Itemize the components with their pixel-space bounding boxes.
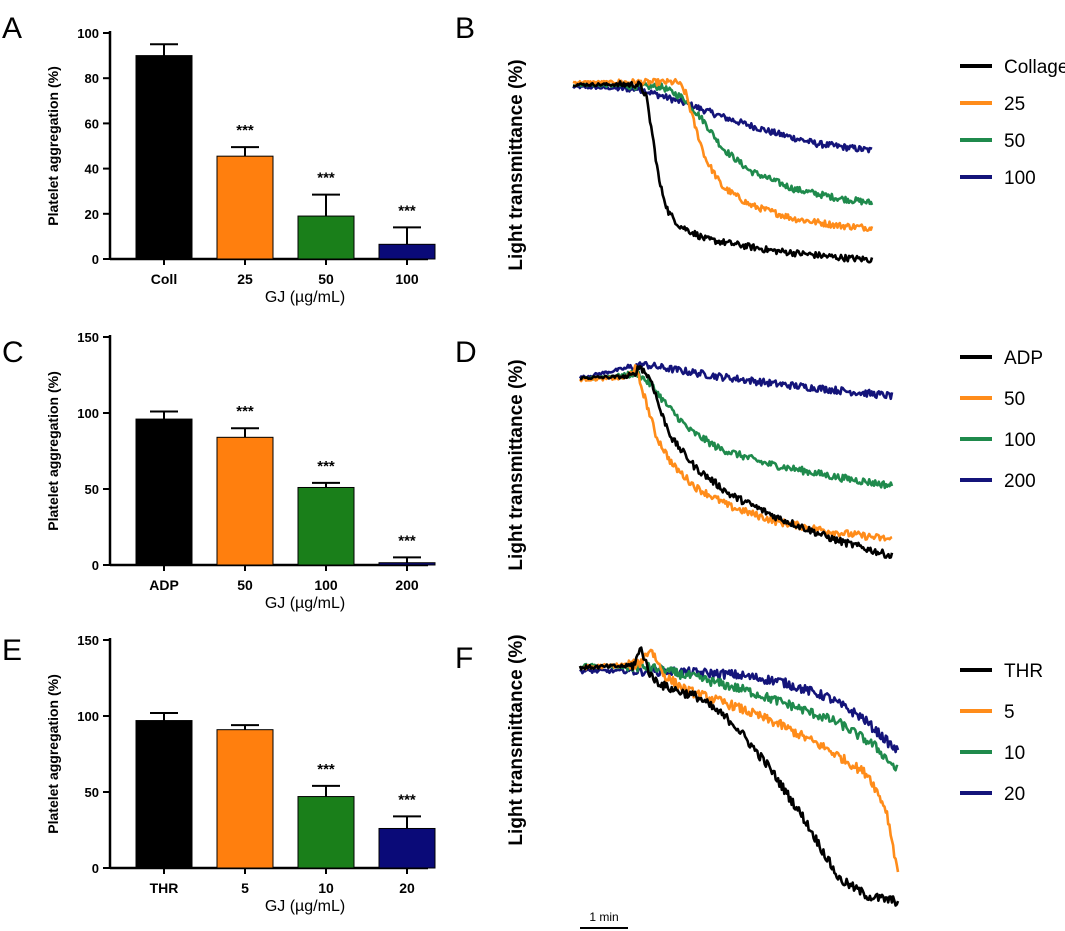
panel-label-f: F — [455, 642, 473, 675]
y-axis-title: Light transmittance (%) — [506, 634, 527, 845]
trace-line-5 — [579, 648, 900, 873]
trace-line-collagen — [572, 80, 874, 264]
trace-chart-f: Light transmittance (%) THR 5 10 20 — [506, 634, 1043, 907]
y-axis-title: Platelet aggregation (%) — [45, 674, 61, 833]
legend-label: 5 — [1004, 702, 1015, 723]
bar — [135, 55, 193, 260]
panel-label-d: D — [455, 336, 477, 369]
bar — [378, 827, 436, 869]
trace-line-thr — [578, 646, 900, 907]
trace-line-200 — [578, 360, 894, 401]
y-tick-label: 150 — [77, 330, 99, 345]
y-tick-label: 80 — [85, 71, 99, 86]
legend-label: 200 — [1004, 471, 1036, 492]
legend-label: 20 — [1004, 784, 1025, 805]
y-tick-label: 0 — [92, 861, 99, 876]
bar — [378, 562, 436, 566]
legend-label: THR — [1004, 661, 1043, 682]
legend-label: 25 — [1004, 94, 1025, 115]
x-axis-title: GJ (µg/mL) — [265, 595, 345, 612]
category-label: 100 — [314, 577, 338, 593]
bar-chart-e: 0 50 100 150 Platelet aggregation (%) THR 5 10 *… — [45, 633, 436, 915]
bar — [216, 436, 274, 566]
legend-label: Collagen — [1004, 57, 1065, 78]
legend-label: 100 — [1004, 430, 1036, 451]
category-label: 10 — [318, 880, 334, 896]
y-axis-title: Platelet aggregation (%) — [45, 371, 61, 530]
y-tick-label: 50 — [85, 482, 99, 497]
trace-line-100 — [579, 369, 894, 490]
bar — [135, 720, 193, 869]
bar — [297, 796, 355, 869]
x-axis-title: GJ (µg/mL) — [265, 289, 345, 306]
category-label: 50 — [237, 577, 253, 593]
y-tick-label: 0 — [92, 558, 99, 573]
category-label: 50 — [318, 271, 334, 287]
trace-line-25 — [572, 77, 874, 232]
legend-label: 100 — [1004, 168, 1036, 189]
bar — [297, 486, 355, 566]
category-label: THR — [150, 880, 179, 896]
y-axis-title: Light transmittance (%) — [506, 359, 527, 570]
significance-label: *** — [317, 458, 335, 475]
category-label: 5 — [241, 880, 249, 896]
panel-label-b: B — [455, 12, 475, 45]
y-tick-label: 0 — [92, 252, 99, 267]
legend-label: 50 — [1004, 389, 1025, 410]
significance-label: *** — [398, 532, 416, 549]
y-tick-label: 40 — [85, 162, 99, 177]
panel-label-c: C — [2, 336, 24, 369]
panel-label-a: A — [2, 12, 22, 45]
bar — [297, 215, 355, 260]
significance-label: *** — [398, 791, 416, 808]
bar — [216, 729, 274, 869]
category-label: 200 — [395, 577, 419, 593]
y-tick-label: 150 — [77, 633, 99, 648]
category-label: 25 — [237, 271, 253, 287]
significance-label: *** — [317, 170, 335, 187]
trace-chart-d: Light transmittance (%) ADP 50 100 200 — [506, 348, 1043, 571]
y-tick-label: 100 — [77, 26, 99, 41]
significance-label: *** — [236, 403, 254, 420]
y-axis-title: Light transmittance (%) — [506, 59, 527, 270]
scale-bar-label: 1 min — [589, 910, 618, 924]
y-tick-label: 60 — [85, 116, 99, 131]
category-label: 20 — [399, 880, 415, 896]
x-axis-title: GJ (µg/mL) — [265, 898, 345, 915]
legend-label: ADP — [1004, 348, 1043, 369]
y-tick-label: 50 — [85, 785, 99, 800]
bar — [135, 418, 193, 566]
y-tick-label: 100 — [77, 406, 99, 421]
legend-label: 10 — [1004, 743, 1025, 764]
significance-label: *** — [317, 761, 335, 778]
category-label: 100 — [395, 271, 419, 287]
category-label: Coll — [151, 271, 177, 287]
legend-label: 50 — [1004, 131, 1025, 152]
bar-chart-c: 0 50 100 150 Platelet aggregation (%) ADP 50 **… — [45, 330, 436, 612]
significance-label: *** — [236, 122, 254, 139]
trace-line-adp — [579, 365, 894, 559]
bar — [378, 243, 436, 260]
y-tick-label: 20 — [85, 207, 99, 222]
panel-label-e: E — [2, 634, 22, 667]
category-label: ADP — [149, 577, 179, 593]
significance-label: *** — [398, 202, 416, 219]
bar — [216, 155, 274, 260]
y-axis-title: Platelet aggregation (%) — [45, 66, 61, 225]
bar-chart-a: 0 20 40 60 80 100 Platelet aggregation (%) Coll… — [45, 26, 436, 306]
trace-chart-b: Light transmittance (%) Collagen 25 50 100 — [506, 57, 1065, 271]
y-tick-label: 100 — [77, 709, 99, 724]
trace-line-100 — [572, 84, 873, 154]
